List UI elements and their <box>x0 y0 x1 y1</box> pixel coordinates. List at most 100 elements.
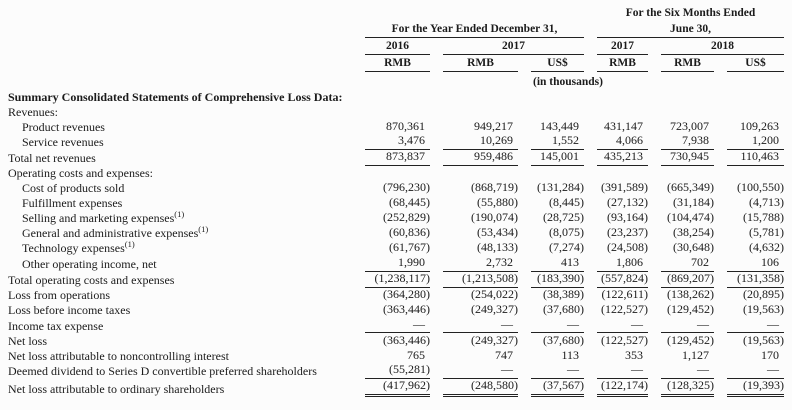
cell-value: (8,445) <box>549 195 584 210</box>
cell-value: (31,184) <box>673 195 714 210</box>
table-row: Summary Consolidated Statements of Compr… <box>0 89 784 104</box>
currency-label: RMB <box>365 56 430 73</box>
cell-value: (48,133) <box>477 240 518 255</box>
cell-value <box>430 104 518 119</box>
cell-value: (122,174) <box>584 378 648 397</box>
table-row: Cost of products sold (796,230) (868,719) (… <box>0 180 784 196</box>
cell-value: (93,164) <box>607 210 648 225</box>
cell-value: (30,648) <box>673 240 714 255</box>
six-months-group-header-line1: For the Six Months Ended <box>584 4 784 21</box>
cell-value: (55,281) <box>352 363 430 380</box>
header-spacer <box>0 72 352 89</box>
row-label: Net loss attributable to noncontrolling … <box>8 348 229 363</box>
col-header-currency-6: US$ <box>714 55 785 73</box>
cell-value <box>518 104 584 119</box>
cell-value: 873,837 <box>352 149 430 166</box>
cell-value: 2,732 <box>430 255 518 272</box>
year-label: 2018 <box>661 39 785 56</box>
cell-value <box>714 104 784 119</box>
cell-value: (27,132) <box>607 195 648 210</box>
cell-value: (5,781) <box>749 225 785 240</box>
row-label: Operating costs and expenses: <box>8 166 153 181</box>
cell-value: — <box>584 317 648 334</box>
cell-value: 730,945 <box>648 149 714 166</box>
cell-value: (23,237) <box>607 225 648 240</box>
header-row-units: (in thousands) <box>0 72 784 89</box>
cell-value: (131,358) <box>714 271 785 288</box>
cell-value: (8,075) <box>549 225 584 240</box>
cell-value: (37,680) <box>543 301 584 316</box>
cell-value: — <box>648 317 714 334</box>
currency-label: RMB <box>443 56 518 73</box>
table-body: Summary Consolidated Statements of Compr… <box>0 89 785 397</box>
cell-value: (60,836) <box>389 225 430 240</box>
cell-value: — <box>714 363 785 380</box>
six-months-group-header-line2: June 30, <box>584 21 785 39</box>
cell-value: (61,767) <box>389 240 430 255</box>
cell-value: (1,238,117) <box>352 271 430 288</box>
table-row: Other operating income, net 1,990 2,732 413… <box>0 255 785 272</box>
cell-value: 747 <box>495 347 513 362</box>
row-label: Net loss attributable to ordinary shareh… <box>8 382 225 397</box>
col-header-currency-4: RMB <box>584 55 648 73</box>
col-header-currency-1: RMB <box>352 55 430 73</box>
cell-value: 109,263 <box>740 118 780 133</box>
row-label: General and administrative expenses(1) <box>22 225 209 241</box>
row-label: Technology expenses(1) <box>22 240 135 256</box>
cell-value: 7,938 <box>648 134 714 151</box>
table-row: Net loss (363,446) (249,327) (37,680) (122,5… <box>0 333 784 348</box>
cell-value: (38,389) <box>543 286 584 301</box>
cell-value: (364,280) <box>383 286 430 301</box>
header-spacer <box>352 4 584 21</box>
cell-value: (24,508) <box>607 240 648 255</box>
cell-value: 1,552 <box>518 134 584 151</box>
table-header: For the Six Months Ended For the Year En… <box>0 4 785 89</box>
financial-table: For the Six Months Ended For the Year En… <box>0 4 785 397</box>
col-header-year-2017-interim: 2017 <box>584 38 648 56</box>
year-group-header: For the Year Ended December 31, <box>352 21 584 39</box>
cell-value: 949,217 <box>474 118 513 133</box>
cell-value: — <box>714 317 785 334</box>
table-row: Operating costs and expenses: <box>0 166 784 181</box>
cell-value: (129,452) <box>667 301 714 316</box>
table-row: Income tax expense — — — — — — <box>0 317 785 334</box>
row-label: Income tax expense <box>8 318 104 333</box>
table-row: General and administrative expenses(1) (6… <box>0 225 785 241</box>
cell-value: (104,474) <box>667 210 714 225</box>
cell-value: 145,001 <box>518 149 584 166</box>
cell-value: (122,527) <box>601 332 648 347</box>
col-header-currency-3: US$ <box>518 55 584 73</box>
cell-value: (557,824) <box>584 271 648 288</box>
cell-value <box>584 104 648 119</box>
cell-value: 3,476 <box>352 134 430 151</box>
cell-value: 10,269 <box>430 134 518 151</box>
cell-value: (37,680) <box>543 332 584 347</box>
cell-value: (796,230) <box>383 180 430 195</box>
cell-value: 110,463 <box>714 149 785 166</box>
table-row: Fulfillment expenses (68,445) (55,880) (8,4… <box>0 195 784 211</box>
header-row-years: 2016 2017 2017 2018 <box>0 38 785 56</box>
table-row: Total operating costs and expenses (1,238… <box>0 271 785 288</box>
six-months-group-label2: June 30, <box>597 22 785 39</box>
cell-value <box>714 166 784 181</box>
cell-value <box>430 166 518 181</box>
footnote-ref: (1) <box>174 210 185 220</box>
row-label: Product revenues <box>22 119 105 134</box>
table-row: Deemed dividend to Series D convertible … <box>0 363 785 380</box>
cell-value: (68,445) <box>389 195 430 210</box>
currency-label: US$ <box>531 56 584 73</box>
row-label: Total net revenues <box>8 151 96 166</box>
row-label: Loss from operations <box>8 287 110 302</box>
cell-value: (131,284) <box>537 180 584 195</box>
header-spacer <box>0 21 352 38</box>
col-header-year-2018: 2018 <box>648 38 785 56</box>
cell-value: (38,254) <box>673 225 714 240</box>
col-header-year-2017: 2017 <box>430 38 584 56</box>
header-spacer <box>0 55 352 72</box>
row-label: Cost of products sold <box>22 181 125 196</box>
cell-value <box>648 166 714 181</box>
cell-value: 113 <box>561 347 579 362</box>
cell-value: 765 <box>407 347 425 362</box>
row-label: Revenues: <box>8 104 58 119</box>
table-row: Selling and marketing expenses(1) (252,82… <box>0 210 784 226</box>
